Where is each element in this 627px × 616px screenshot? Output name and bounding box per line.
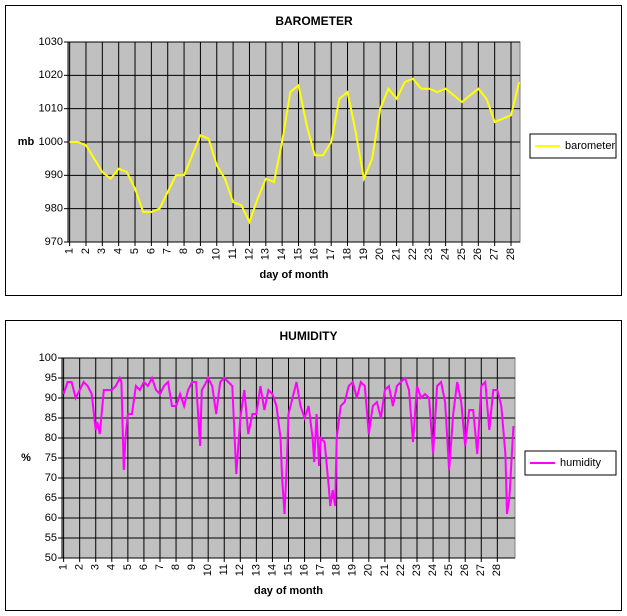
x-tick-label: 22 [407,248,419,260]
x-tick-label: 12 [234,564,246,576]
x-tick-label: 26 [472,248,484,260]
x-tick-label: 8 [178,248,190,254]
y-tick-label: 90 [45,392,57,404]
y-tick-label: 60 [45,512,57,524]
x-tick-label: 8 [170,564,182,570]
x-tick-label: 10 [211,248,223,260]
y-tick-label: 70 [45,472,57,484]
x-tick-label: 10 [202,564,214,576]
x-tick-label: 15 [292,248,304,260]
x-tick-label: 12 [243,248,255,260]
x-tick-label: 21 [390,248,402,260]
x-tick-label: 7 [162,248,174,254]
x-tick-label: 16 [298,564,310,576]
y-tick-label: 85 [45,412,57,424]
legend-label: humidity [560,457,601,469]
y-tick-label: 50 [45,552,57,564]
x-tick-label: 15 [282,564,294,576]
y-tick-label: 1010 [39,103,63,115]
x-tick-label: 1 [64,248,76,254]
x-tick-label: 6 [138,564,150,570]
x-tick-label: 9 [186,564,198,570]
x-tick-label: 24 [440,248,452,260]
x-tick-label: 14 [276,248,288,260]
x-tick-label: 17 [325,248,337,260]
x-tick-label: 2 [74,564,86,570]
x-tick-label: 25 [456,248,468,260]
x-tick-label: 25 [443,564,455,576]
x-axis-label: day of month [254,585,323,597]
x-tick-label: 3 [96,248,108,254]
data-line [62,375,515,515]
y-tick-label: 1020 [39,69,63,81]
x-tick-label: 22 [395,564,407,576]
x-tick-label: 16 [309,248,321,260]
x-tick-label: 4 [113,248,125,254]
y-tick-label: 980 [45,203,63,215]
data-line [69,77,521,225]
x-tick-label: 11 [227,248,239,259]
x-tick-label: 21 [379,564,391,576]
x-tick-label: 17 [315,564,327,576]
x-tick-label: 14 [266,564,278,576]
y-tick-label: 990 [45,169,63,181]
x-tick-label: 28 [491,564,503,576]
y-tick-label: 970 [45,236,63,248]
x-tick-label: 24 [427,564,439,576]
x-tick-label: 11 [218,564,230,575]
chart-title: HUMIDITY [280,329,338,343]
y-tick-label: 55 [45,532,57,544]
x-tick-label: 27 [475,564,487,576]
x-tick-label: 26 [459,564,471,576]
x-tick-label: 2 [80,248,92,254]
x-tick-label: 19 [358,248,370,260]
x-axis-label: day of month [259,269,328,281]
x-tick-label: 1 [58,564,70,570]
x-tick-label: 18 [341,248,353,260]
x-tick-label: 23 [411,564,423,576]
y-axis-label: mb [18,136,35,148]
x-tick-label: 6 [145,248,157,254]
x-tick-label: 5 [122,564,134,570]
x-tick-label: 4 [106,564,118,570]
y-tick-label: 95 [45,372,57,384]
x-tick-label: 13 [250,564,262,576]
y-tick-label: 100 [39,352,57,364]
x-tick-label: 20 [374,248,386,260]
x-tick-label: 18 [331,564,343,576]
x-tick-label: 3 [90,564,102,570]
y-tick-label: 65 [45,492,57,504]
x-tick-label: 28 [505,248,517,260]
y-tick-label: 80 [45,432,57,444]
y-tick-label: 75 [45,452,57,464]
x-tick-label: 5 [129,248,141,254]
y-tick-label: 1000 [39,136,63,148]
x-tick-label: 20 [363,564,375,576]
x-tick-label: 7 [154,564,166,570]
x-tick-label: 23 [423,248,435,260]
x-tick-label: 13 [260,248,272,260]
y-axis-label: % [21,452,31,464]
x-tick-label: 27 [489,248,501,260]
chart-title: BAROMETER [275,14,353,28]
legend-label: barometer [565,140,615,152]
y-tick-label: 1030 [39,36,63,48]
x-tick-label: 9 [194,248,206,254]
x-tick-label: 19 [347,564,359,576]
